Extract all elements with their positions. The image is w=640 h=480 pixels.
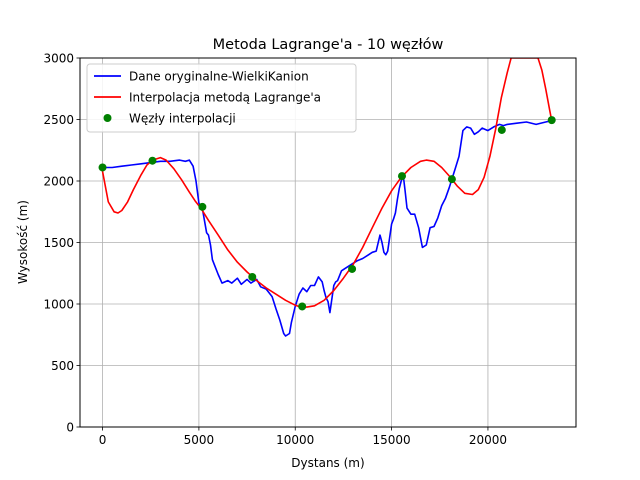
y-tick-label: 3000 bbox=[43, 52, 74, 66]
axis-ticks: 0 5000 10000 15000 20000 0 500 1000 1500 2000 2500… bbox=[43, 52, 507, 448]
legend-label: Węzły interpolacji bbox=[129, 112, 236, 126]
y-tick-label: 1500 bbox=[43, 236, 74, 250]
y-tick-label: 0 bbox=[66, 421, 74, 435]
series-2-point bbox=[298, 302, 307, 311]
x-tick-label: 0 bbox=[99, 433, 107, 447]
series-1-line bbox=[101, 58, 553, 308]
series-2-point bbox=[497, 125, 506, 134]
series-2-point bbox=[348, 264, 357, 273]
series-2-point bbox=[397, 172, 406, 181]
legend-label: Interpolacja metodą Lagrange'a bbox=[129, 91, 321, 105]
series-2-point bbox=[447, 175, 456, 184]
legend-label: Dane oryginalne-WielkiKanion bbox=[129, 70, 309, 84]
series-2-point bbox=[547, 116, 556, 125]
legend-box bbox=[86, 63, 357, 133]
y-tick-label: 2000 bbox=[43, 175, 74, 189]
chart-title: Metoda Lagrange'a - 10 węzłów bbox=[213, 37, 444, 53]
legend-swatch bbox=[103, 114, 112, 122]
y-tick-label: 1000 bbox=[43, 298, 74, 312]
series-layer bbox=[98, 58, 556, 337]
series-2-point bbox=[198, 202, 207, 211]
x-tick-label: 20000 bbox=[469, 433, 507, 447]
x-tick-label: 15000 bbox=[372, 433, 410, 447]
x-tick-label: 5000 bbox=[184, 433, 215, 447]
y-tick-label: 2500 bbox=[43, 113, 74, 127]
x-tick-label: 10000 bbox=[276, 433, 314, 447]
x-axis-label: Dystans (m) bbox=[291, 456, 364, 470]
series-2-point bbox=[148, 156, 157, 165]
series-2-point bbox=[98, 163, 107, 172]
series-0-line bbox=[102, 119, 552, 337]
legend: Dane oryginalne-WielkiKanion Interpolacja… bbox=[86, 63, 357, 133]
series-2-point bbox=[248, 272, 257, 281]
y-tick-label: 500 bbox=[51, 359, 74, 373]
y-axis-label: Wysokość (m) bbox=[16, 200, 30, 284]
